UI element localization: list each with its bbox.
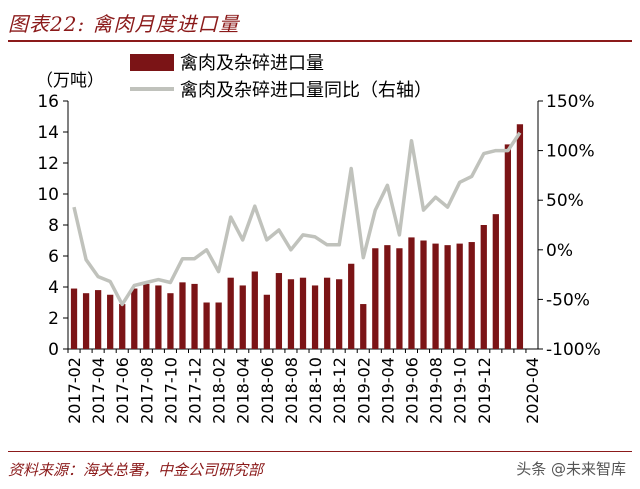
bar: [203, 302, 210, 349]
x-tick-label: 2019-10: [451, 357, 470, 424]
right-tick-label: -50%: [546, 290, 590, 310]
bar: [408, 237, 415, 349]
bar: [215, 302, 222, 349]
figure-title: 图表22: 禽肉月度进口量: [8, 12, 240, 36]
x-tick-label: 2018-06: [258, 357, 277, 424]
source-rule: [8, 451, 632, 452]
left-tick-label: 8: [48, 216, 59, 236]
bar: [432, 243, 439, 349]
bar: [239, 285, 246, 349]
x-tick-label: 2018-08: [282, 357, 301, 424]
bar: [311, 285, 319, 349]
bar: [143, 283, 150, 349]
x-tick-label: 2017-04: [89, 357, 108, 424]
bar: [119, 304, 126, 349]
x-tick-label: 2018-12: [330, 357, 349, 424]
bar: [480, 225, 487, 349]
bar: [131, 288, 138, 349]
bar: [492, 214, 499, 349]
legend-bar-label: 禽肉及杂碎进口量: [180, 53, 324, 74]
bar: [179, 282, 186, 349]
bar: [167, 293, 174, 349]
bar: [227, 277, 234, 349]
right-tick-label: 50%: [546, 191, 584, 211]
x-tick-label: 2020-04: [523, 357, 542, 424]
bar: [191, 283, 198, 349]
bar: [456, 243, 463, 349]
bar: [155, 285, 162, 349]
source-note: 资料来源：海关总署，中金公司研究部: [8, 461, 264, 479]
left-tick-label: 2: [48, 309, 59, 329]
x-tick-label: 2017-08: [137, 357, 156, 424]
bar: [420, 240, 427, 349]
right-tick-label: -100%: [546, 340, 601, 360]
x-tick-label: 2019-02: [354, 357, 373, 424]
x-tick-label: 2018-10: [306, 357, 325, 424]
bar: [444, 245, 451, 349]
x-tick-label: 2019-12: [475, 357, 494, 424]
bar: [275, 273, 283, 349]
bar: [504, 144, 512, 349]
bar: [82, 293, 90, 349]
left-tick-label: 16: [37, 92, 59, 112]
left-tick-label: 4: [48, 278, 59, 298]
bar: [360, 304, 367, 349]
bar: [287, 279, 295, 349]
title-rule: [8, 40, 632, 42]
bar: [251, 271, 258, 349]
x-tick-label: 2019-08: [427, 357, 446, 424]
left-tick-label: 14: [37, 123, 59, 143]
chart: 0 2 4 6 8 10 12 14 16 -100% -50% 0% 50% 100% 150% （万吨） 2…: [36, 53, 601, 424]
x-tick-label: 2017-02: [65, 357, 84, 424]
bar: [323, 277, 331, 349]
watermark: 头条 @未来智库: [516, 460, 626, 478]
x-tick-label: 2017-06: [113, 357, 132, 424]
bar: [348, 263, 355, 349]
left-tick-label: 10: [37, 185, 59, 205]
bar: [468, 242, 475, 349]
bar: [336, 279, 343, 349]
left-tick-label: 0: [48, 340, 59, 360]
left-tick-label: 6: [48, 247, 59, 267]
bar: [70, 288, 78, 349]
x-tick-label: 2017-12: [186, 357, 205, 424]
bar: [396, 248, 403, 349]
left-tick-label: 12: [37, 154, 59, 174]
x-tick-label: 2017-10: [161, 357, 180, 424]
x-tick-label: 2019-04: [378, 357, 397, 424]
legend-line-label: 禽肉及杂碎进口量同比（右轴）: [180, 80, 432, 101]
bar: [516, 124, 524, 349]
bar: [107, 294, 114, 349]
x-tick-label: 2019-06: [402, 357, 421, 424]
right-tick-label: 100%: [546, 142, 595, 162]
x-tick-label: 2018-04: [234, 357, 253, 424]
right-tick-label: 0%: [546, 241, 573, 261]
x-tick-label: 2018-02: [210, 357, 229, 424]
bar: [94, 290, 102, 349]
yoy-line: [72, 131, 522, 307]
left-axis-unit: （万吨）: [36, 71, 104, 91]
bar: [384, 245, 391, 349]
bar: [263, 294, 270, 349]
right-tick-label: 150%: [546, 92, 595, 112]
legend-bar-swatch: [130, 54, 174, 71]
bar: [372, 248, 379, 349]
bar: [299, 277, 307, 349]
